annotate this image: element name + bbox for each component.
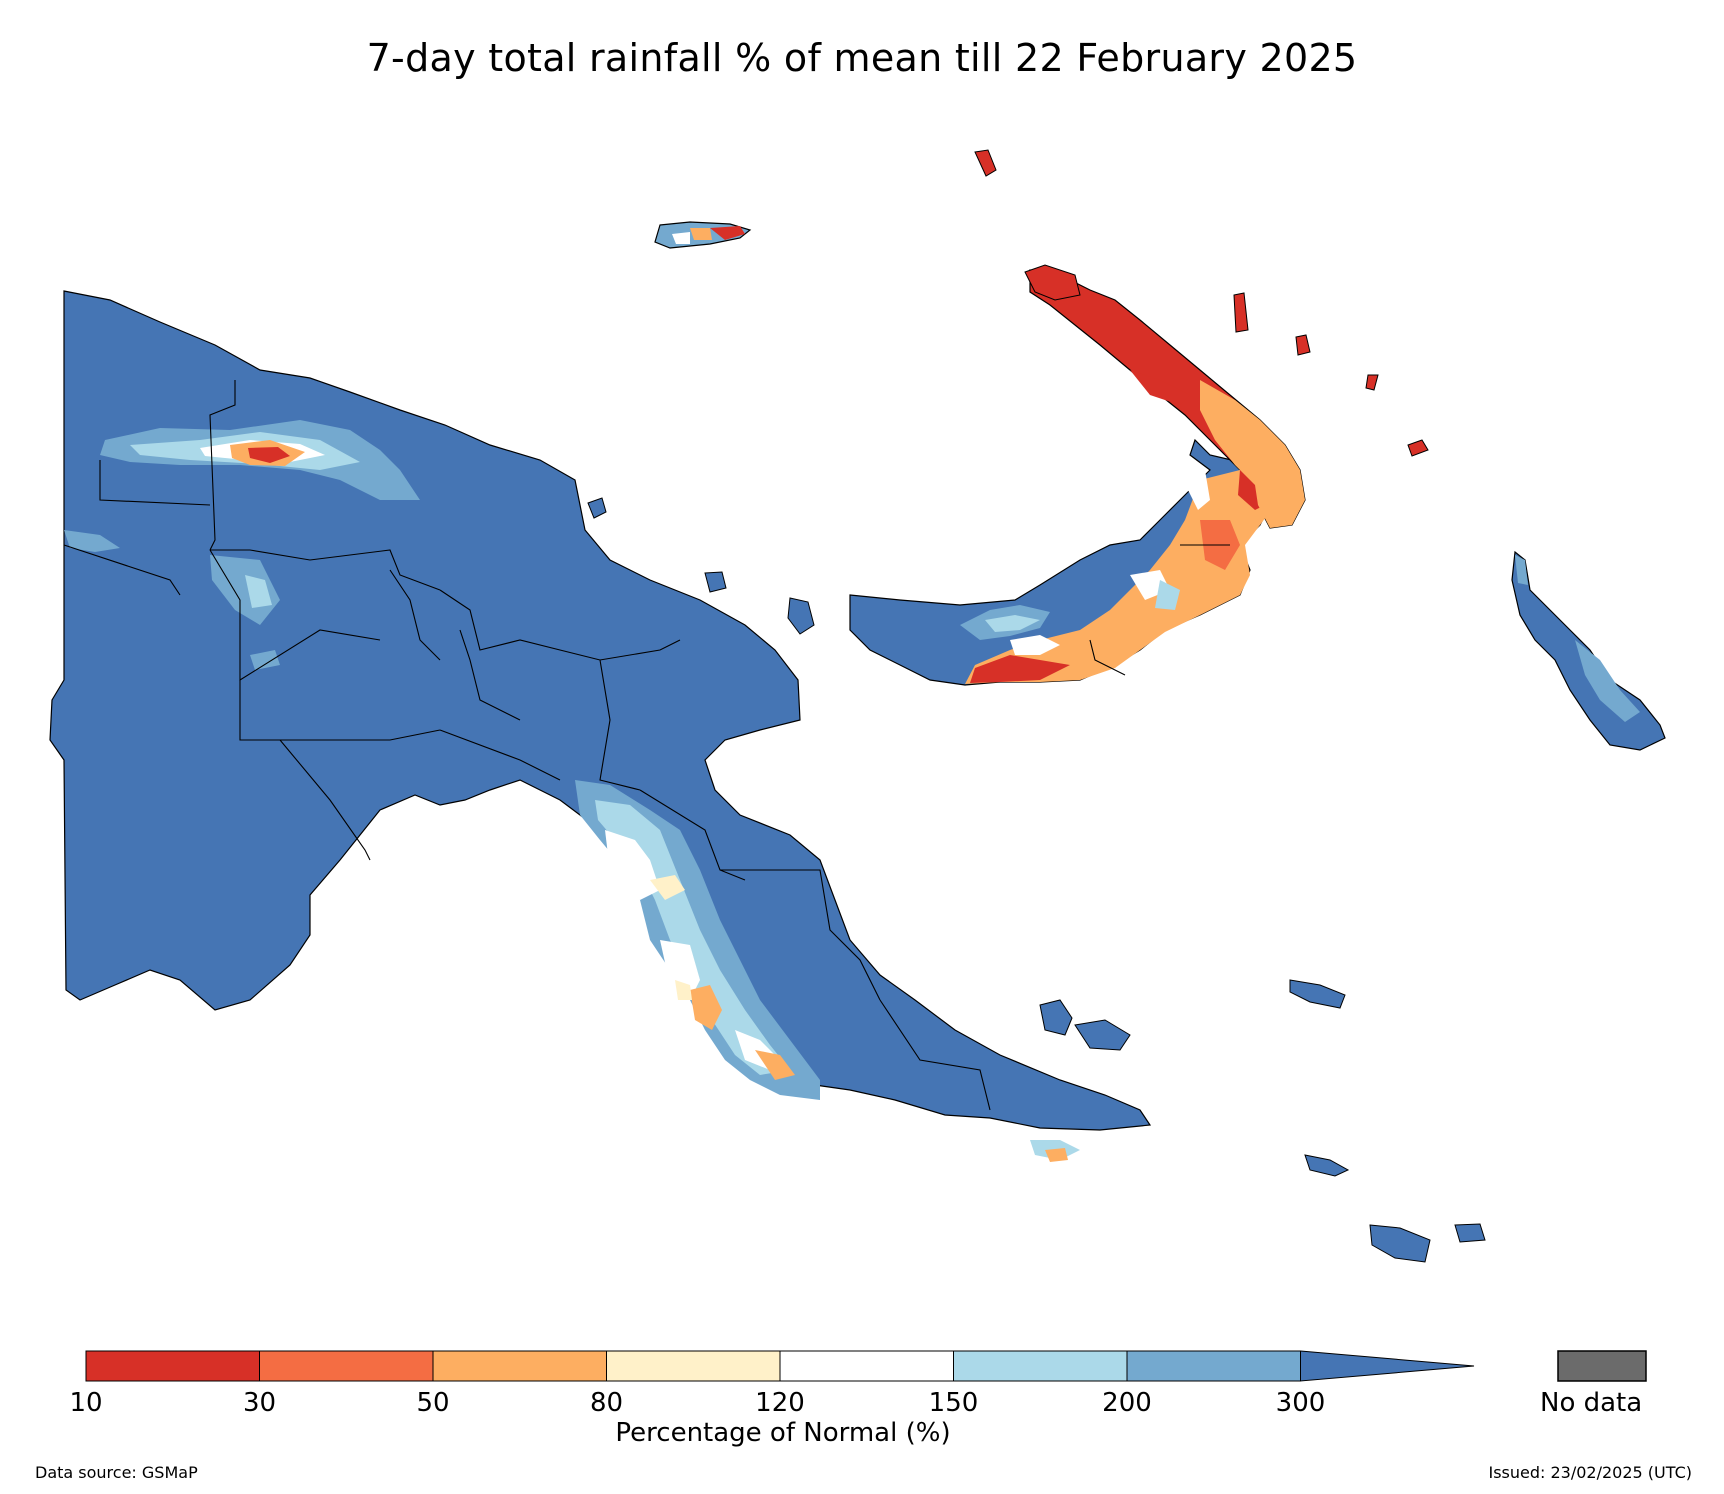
colorbar-bin-200-300 [1126,1350,1301,1382]
nb-east-white-1 [1188,470,1210,510]
boundary-western [63,544,181,596]
issued-date: Issued: 23/02/2025 (UTC) [1488,1463,1692,1482]
colorbar-bin-120-150 [779,1350,954,1382]
colorbar-tick-label: 120 [755,1388,805,1418]
highland-south [250,650,280,670]
colorbar-bin-30-50 [259,1350,434,1382]
land-layer [49,149,1666,1263]
morobe-cream [675,980,692,1000]
colorbar-bin-50-80 [432,1350,607,1382]
colorbar-no-data-swatch [1557,1350,1647,1382]
highland-light [210,555,280,625]
boundary-chimbu-2 [459,629,521,721]
goodenough-island [1039,999,1073,1036]
colorbar-bin-gt300 [1300,1350,1475,1382]
colorbar-bin-10-30 [85,1350,260,1382]
west-band [64,530,120,552]
boundary-enga [210,549,441,591]
boundary-gulf-2 [439,729,561,781]
boundary-central [639,789,746,881]
colorbar-tick-label: 150 [928,1388,979,1418]
sepik-red [248,447,290,463]
feni-island [1407,439,1429,457]
boundary-nb-1 [1089,639,1126,676]
boundary-oro [720,869,881,1001]
woodlark-island [1304,1154,1350,1177]
new-ireland-orange [1200,380,1305,528]
milne-tip-orange [1045,1148,1068,1162]
colorbar [85,1350,1647,1382]
colorbar-tick-label: 10 [69,1388,103,1418]
nb-east-light [1155,580,1180,610]
boundary-morobe [599,659,641,791]
trobriand-island [1289,979,1346,1009]
rossel-island [1369,1224,1431,1263]
colorbar-title: Percentage of Normal (%) [615,1418,951,1448]
new-ireland-red [1130,370,1190,405]
mainland-png [49,290,1152,1131]
colorbar-tick-label: 300 [1275,1388,1326,1418]
colorbar-tick-label: 200 [1102,1388,1152,1418]
morobe-orange-2 [690,985,722,1030]
sudest-island [1454,1223,1486,1243]
manus-white [672,232,690,244]
manus-red [710,226,745,240]
manus-orange [690,228,712,240]
nb-east-white-3 [1010,635,1060,655]
boundary-madang [439,589,681,661]
boundary-chimbu-1 [389,569,441,661]
bougainville-top [1515,555,1528,585]
province-boundaries [63,380,1230,1111]
tabar-island [1233,292,1249,333]
colorbar-tick-label: 30 [242,1388,277,1418]
boundary-sandaun-east-sepik [209,380,236,551]
morobe-orange-3 [755,1050,795,1080]
no-data-label: No data [1540,1388,1643,1418]
anomaly-overlay [64,226,1640,1162]
colorbar-bin-80-120 [606,1350,781,1382]
colorbar-tick-label: 80 [589,1388,624,1418]
morobe-white [605,830,660,900]
bougainville-light [1575,640,1640,722]
lihir-island [1295,334,1311,356]
highland-white [245,575,272,608]
mussau-island [974,149,997,177]
boundary-sepik-north [99,460,211,506]
umboi-island [787,597,815,635]
boundary-milne [879,999,991,1111]
boundary-western-south [239,680,441,741]
long-island [704,571,727,593]
colorbar-bin-150-200 [953,1350,1128,1382]
morobe-orange-1 [650,875,685,900]
nb-west-light [985,615,1040,632]
new-hanover-island [1024,264,1081,301]
fergusson-island [1074,1019,1131,1051]
karkar-island [587,497,607,519]
tanga-island [1365,374,1379,391]
data-source-note: Data source: GSMaP [35,1463,198,1482]
boundary-gulf [279,739,371,861]
map-title: 7-day total rainfall % of mean till 22 F… [366,36,1358,80]
nb-east-red-3 [970,655,1070,683]
colorbar-tick-label: 50 [416,1388,450,1418]
